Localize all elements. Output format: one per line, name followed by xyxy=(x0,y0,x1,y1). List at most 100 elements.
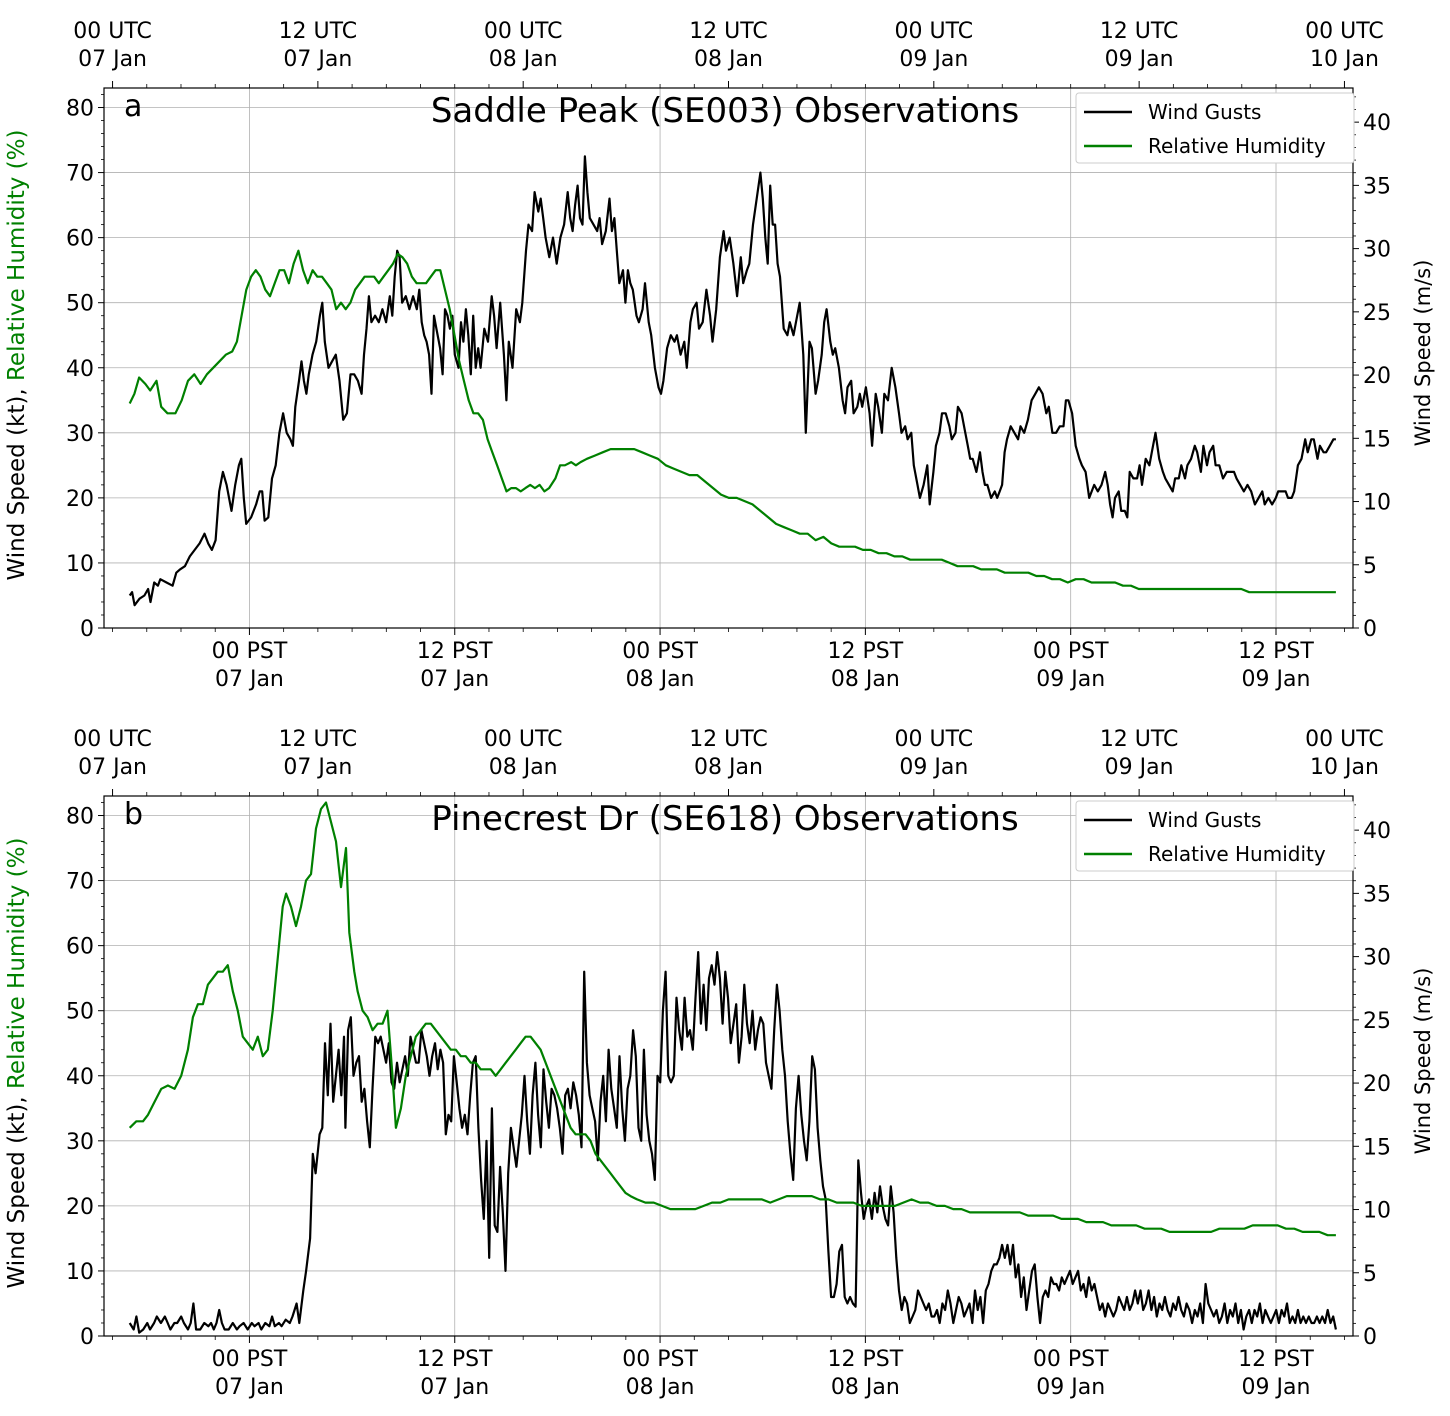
left-tick-label: 50 xyxy=(66,1000,94,1025)
top-tick-label-date: 08 Jan xyxy=(489,755,558,780)
bottom-tick-label-date: 08 Jan xyxy=(626,667,695,692)
top-tick-label-time: 00 UTC xyxy=(1305,19,1384,44)
top-tick-label-time: 00 UTC xyxy=(73,19,152,44)
bottom-tick-label-time: 00 PST xyxy=(622,1347,698,1372)
left-tick-label: 60 xyxy=(66,935,94,960)
left-axis-label: Wind Speed (kt), Relative Humidity (%) xyxy=(4,838,30,1289)
top-tick-label-time: 12 UTC xyxy=(1100,19,1179,44)
bottom-tick-label-time: 12 PST xyxy=(417,639,493,664)
left-tick-label: 30 xyxy=(66,1130,94,1155)
legend-label: Relative Humidity xyxy=(1148,134,1326,158)
right-tick-label: 25 xyxy=(1363,301,1391,326)
top-tick-label-time: 00 UTC xyxy=(895,19,974,44)
bottom-tick-label-date: 07 Jan xyxy=(215,1375,284,1400)
axes-frame xyxy=(103,87,1354,629)
left-axis-label-wind: Wind Speed (kt), xyxy=(4,1089,30,1288)
right-tick-label: 30 xyxy=(1363,238,1391,263)
series-line-wind-gusts xyxy=(128,951,1337,1334)
top-tick-label-time: 12 UTC xyxy=(689,19,768,44)
left-tick-label: 10 xyxy=(66,1260,94,1285)
bottom-tick-label-date: 09 Jan xyxy=(1036,667,1105,692)
top-tick-label-date: 09 Jan xyxy=(899,47,968,72)
top-tick-label-date: 09 Jan xyxy=(1105,755,1174,780)
top-tick-label-date: 10 Jan xyxy=(1310,47,1379,72)
right-tick-label: 40 xyxy=(1363,111,1391,136)
bottom-tick-label-date: 09 Jan xyxy=(1036,1375,1105,1400)
right-tick-label: 35 xyxy=(1363,882,1391,907)
bottom-tick-label-time: 00 PST xyxy=(212,1347,288,1372)
top-tick-label-time: 00 UTC xyxy=(895,727,974,752)
panel-letter: b xyxy=(124,797,143,832)
left-tick-label: 20 xyxy=(66,1195,94,1220)
bottom-tick-label-time: 12 PST xyxy=(417,1347,493,1372)
top-tick-label-time: 12 UTC xyxy=(279,19,358,44)
left-tick-label: 60 xyxy=(66,227,94,252)
bottom-tick-label-time: 12 PST xyxy=(1238,1347,1314,1372)
top-tick-label-date: 07 Jan xyxy=(283,47,352,72)
right-tick-label: 20 xyxy=(1363,364,1391,389)
bottom-tick-label-date: 07 Jan xyxy=(420,667,489,692)
right-tick-label: 15 xyxy=(1363,1135,1391,1160)
bottom-tick-label-time: 00 PST xyxy=(212,639,288,664)
series-line-relative-humidity xyxy=(128,249,1336,594)
left-tick-label: 80 xyxy=(66,97,94,122)
bottom-tick-label-time: 12 PST xyxy=(1238,639,1314,664)
chart-title: Pinecrest Dr (SE618) Observations xyxy=(431,799,1018,839)
left-tick-label: 40 xyxy=(66,357,94,382)
plot-area xyxy=(128,801,1337,1334)
left-axis-label-rh: Relative Humidity (%) xyxy=(4,130,30,381)
bottom-tick-label-time: 00 PST xyxy=(1033,1347,1109,1372)
right-tick-label: 5 xyxy=(1363,1262,1377,1287)
left-tick-label: 10 xyxy=(66,552,94,577)
series-line-wind-gusts xyxy=(128,155,1336,607)
right-tick-label: 20 xyxy=(1363,1072,1391,1097)
top-tick-label-time: 00 UTC xyxy=(1305,727,1384,752)
bottom-tick-label-time: 00 PST xyxy=(622,639,698,664)
top-tick-label-time: 12 UTC xyxy=(1100,727,1179,752)
legend-label: Relative Humidity xyxy=(1148,842,1326,866)
legend-box xyxy=(1075,92,1355,164)
bottom-tick-label-date: 08 Jan xyxy=(626,1375,695,1400)
legend: Wind Gusts Relative Humidity xyxy=(1075,800,1355,872)
top-tick-label-time: 00 UTC xyxy=(73,727,152,752)
top-tick-label-date: 09 Jan xyxy=(1105,47,1174,72)
left-tick-label: 20 xyxy=(66,487,94,512)
top-tick-label-date: 07 Jan xyxy=(78,755,147,780)
top-tick-label-date: 07 Jan xyxy=(78,47,147,72)
top-tick-label-date: 08 Jan xyxy=(694,755,763,780)
bottom-tick-label-date: 09 Jan xyxy=(1242,667,1311,692)
top-tick-label-date: 08 Jan xyxy=(694,47,763,72)
left-axis-label-wind: Wind Speed (kt), xyxy=(4,381,30,580)
top-tick-label-time: 12 UTC xyxy=(689,727,768,752)
bottom-tick-label-time: 12 PST xyxy=(828,639,904,664)
left-tick-label: 80 xyxy=(66,805,94,830)
plot-area xyxy=(128,155,1336,607)
top-tick-label-time: 12 UTC xyxy=(279,727,358,752)
right-tick-label: 0 xyxy=(1363,617,1377,642)
top-tick-label-date: 07 Jan xyxy=(283,755,352,780)
chart-title: Saddle Peak (SE003) Observations xyxy=(431,91,1019,131)
left-axis-label-rh: Relative Humidity (%) xyxy=(4,838,30,1089)
left-tick-label: 50 xyxy=(66,292,94,317)
right-tick-label: 10 xyxy=(1363,491,1391,516)
left-tick-label: 30 xyxy=(66,422,94,447)
right-tick-label: 25 xyxy=(1363,1009,1391,1034)
right-tick-label: 40 xyxy=(1363,819,1391,844)
top-tick-label-date: 09 Jan xyxy=(899,755,968,780)
left-tick-label: 0 xyxy=(80,1325,94,1350)
bottom-tick-label-time: 12 PST xyxy=(828,1347,904,1372)
series-line-relative-humidity xyxy=(128,801,1336,1237)
top-tick-label-time: 00 UTC xyxy=(484,727,563,752)
right-axis-label: Wind Speed (m/s) xyxy=(1411,968,1435,1155)
right-axis-label: Wind Speed (m/s) xyxy=(1411,260,1435,447)
bottom-tick-label-date: 08 Jan xyxy=(831,667,900,692)
bottom-tick-label-date: 09 Jan xyxy=(1242,1375,1311,1400)
legend: Wind Gusts Relative Humidity xyxy=(1075,92,1355,164)
left-tick-label: 0 xyxy=(80,617,94,642)
panel-b: 0 10 20 30 40 50 60 70 80 0 5 10 15 20 25 30 35 40 00 PST 0… xyxy=(4,727,1435,1400)
right-tick-label: 30 xyxy=(1363,946,1391,971)
left-axis-label: Wind Speed (kt), Relative Humidity (%) xyxy=(4,130,30,581)
right-tick-label: 5 xyxy=(1363,554,1377,579)
right-tick-label: 10 xyxy=(1363,1199,1391,1224)
